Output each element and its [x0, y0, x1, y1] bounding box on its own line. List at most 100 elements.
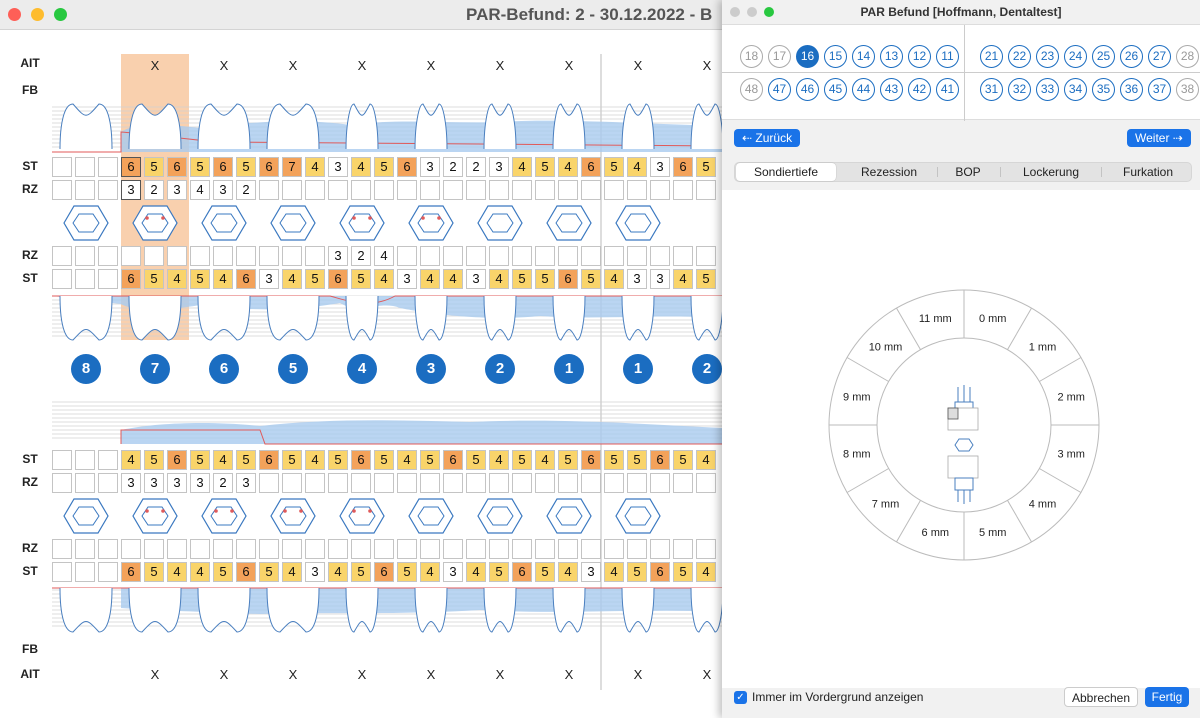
measurement-cell[interactable]: 5: [673, 562, 693, 582]
measurement-cell[interactable]: [305, 180, 325, 200]
measurement-cell[interactable]: [305, 246, 325, 266]
measurement-cell[interactable]: 3: [650, 269, 670, 289]
measurement-cell[interactable]: 4: [305, 157, 325, 177]
done-button[interactable]: Fertig: [1145, 687, 1189, 707]
measurement-cell[interactable]: 5: [144, 269, 164, 289]
measurement-cell[interactable]: 3: [259, 269, 279, 289]
measurement-cell[interactable]: [98, 180, 118, 200]
tab-furkation[interactable]: Furkation: [1122, 165, 1174, 179]
dial-segment-label[interactable]: 6 mm: [922, 527, 950, 539]
measurement-cell[interactable]: [627, 180, 647, 200]
measurement-cell[interactable]: 4: [420, 269, 440, 289]
measurement-cell[interactable]: [673, 246, 693, 266]
measurement-cell[interactable]: 4: [604, 562, 624, 582]
measurement-cell[interactable]: 5: [604, 450, 624, 470]
measurement-cell[interactable]: [52, 157, 72, 177]
tooth-selector-23[interactable]: 23: [1036, 45, 1059, 68]
measurement-cell[interactable]: 4: [443, 269, 463, 289]
measurement-cell[interactable]: 4: [420, 562, 440, 582]
measurement-cell[interactable]: 3: [144, 473, 164, 493]
tooth-selector-45[interactable]: 45: [824, 78, 847, 101]
measurement-cell[interactable]: 6: [374, 562, 394, 582]
measurement-cell[interactable]: [696, 473, 716, 493]
measurement-cell[interactable]: 4: [190, 180, 210, 200]
measurement-cell[interactable]: [75, 539, 95, 559]
measurement-cell[interactable]: 5: [696, 269, 716, 289]
measurement-cell[interactable]: [259, 539, 279, 559]
measurement-cell[interactable]: [190, 246, 210, 266]
tooth-selector-35[interactable]: 35: [1092, 78, 1115, 101]
measurement-cell[interactable]: [259, 246, 279, 266]
tooth-number-badge[interactable]: 1: [623, 354, 653, 384]
measurement-cell[interactable]: 6: [328, 269, 348, 289]
measurement-cell[interactable]: [121, 539, 141, 559]
measurement-cell[interactable]: 6: [213, 157, 233, 177]
measurement-cell[interactable]: [98, 539, 118, 559]
measurement-cell[interactable]: 5: [466, 450, 486, 470]
next-button[interactable]: Weiter ⇢: [1127, 129, 1191, 147]
tooth-number-badge[interactable]: 1: [554, 354, 584, 384]
measurement-cell[interactable]: [489, 246, 509, 266]
tab-bop[interactable]: BOP: [955, 165, 981, 179]
measurement-cell[interactable]: 3: [466, 269, 486, 289]
dial-segment-label[interactable]: 4 mm: [1029, 498, 1057, 510]
tooth-selector-48[interactable]: 48: [740, 78, 763, 101]
measurement-cell[interactable]: 4: [558, 157, 578, 177]
measurement-cell[interactable]: 4: [167, 269, 187, 289]
tooth-selector-47[interactable]: 47: [768, 78, 791, 101]
measurement-cell[interactable]: 3: [121, 473, 141, 493]
measurement-cell[interactable]: 4: [512, 157, 532, 177]
measurement-cell[interactable]: 3: [190, 473, 210, 493]
measurement-cell[interactable]: [489, 473, 509, 493]
measurement-cell[interactable]: 2: [443, 157, 463, 177]
measurement-cell[interactable]: [581, 473, 601, 493]
measurement-cell[interactable]: 5: [512, 450, 532, 470]
measurement-cell[interactable]: 5: [489, 562, 509, 582]
measurement-cell[interactable]: 6: [259, 157, 279, 177]
dial-segment-divider[interactable]: [846, 357, 889, 382]
measurement-cell[interactable]: 6: [236, 562, 256, 582]
measurement-cell[interactable]: [75, 269, 95, 289]
measurement-cell[interactable]: [650, 539, 670, 559]
measurement-cell[interactable]: [558, 473, 578, 493]
measurement-cell[interactable]: [466, 539, 486, 559]
tooth-selector-22[interactable]: 22: [1008, 45, 1031, 68]
measurement-cell[interactable]: [282, 180, 302, 200]
measurement-cell[interactable]: [52, 450, 72, 470]
measurement-cell[interactable]: 6: [673, 157, 693, 177]
measurement-cell[interactable]: 4: [489, 269, 509, 289]
measurement-cell[interactable]: 4: [558, 562, 578, 582]
measurement-cell[interactable]: [98, 157, 118, 177]
measurement-cell[interactable]: [236, 246, 256, 266]
tooth-selector-14[interactable]: 14: [852, 45, 875, 68]
measurement-cell[interactable]: 4: [121, 450, 141, 470]
measurement-cell[interactable]: 5: [305, 269, 325, 289]
dial-segment-label[interactable]: 1 mm: [1029, 342, 1057, 354]
measurement-cell[interactable]: 5: [627, 562, 647, 582]
measurement-cell[interactable]: 5: [259, 562, 279, 582]
dial-segment-label[interactable]: 8 mm: [843, 449, 871, 461]
measurement-cell[interactable]: 6: [650, 450, 670, 470]
measurement-cell[interactable]: 4: [213, 269, 233, 289]
tooth-selector-38[interactable]: 38: [1176, 78, 1199, 101]
tab-rezession[interactable]: Rezession: [860, 165, 918, 179]
measurement-cell[interactable]: [351, 539, 371, 559]
measurement-cell[interactable]: [52, 539, 72, 559]
dial-segment-divider[interactable]: [1007, 307, 1032, 350]
measurement-cell[interactable]: 5: [673, 450, 693, 470]
measurement-cell[interactable]: [650, 180, 670, 200]
measurement-cell[interactable]: [75, 450, 95, 470]
measurement-cell[interactable]: 4: [351, 157, 371, 177]
measurement-cell[interactable]: [98, 562, 118, 582]
panel-minimize-icon[interactable]: [747, 7, 757, 17]
measurement-cell[interactable]: [374, 180, 394, 200]
tooth-selector-13[interactable]: 13: [880, 45, 903, 68]
measurement-cell[interactable]: [167, 246, 187, 266]
measurement-cell[interactable]: [673, 180, 693, 200]
measurement-cell[interactable]: 3: [397, 269, 417, 289]
measurement-cell[interactable]: [581, 180, 601, 200]
measurement-cell[interactable]: 4: [167, 562, 187, 582]
measurement-cell[interactable]: 5: [351, 562, 371, 582]
measurement-cell[interactable]: [650, 473, 670, 493]
measurement-cell[interactable]: [696, 539, 716, 559]
